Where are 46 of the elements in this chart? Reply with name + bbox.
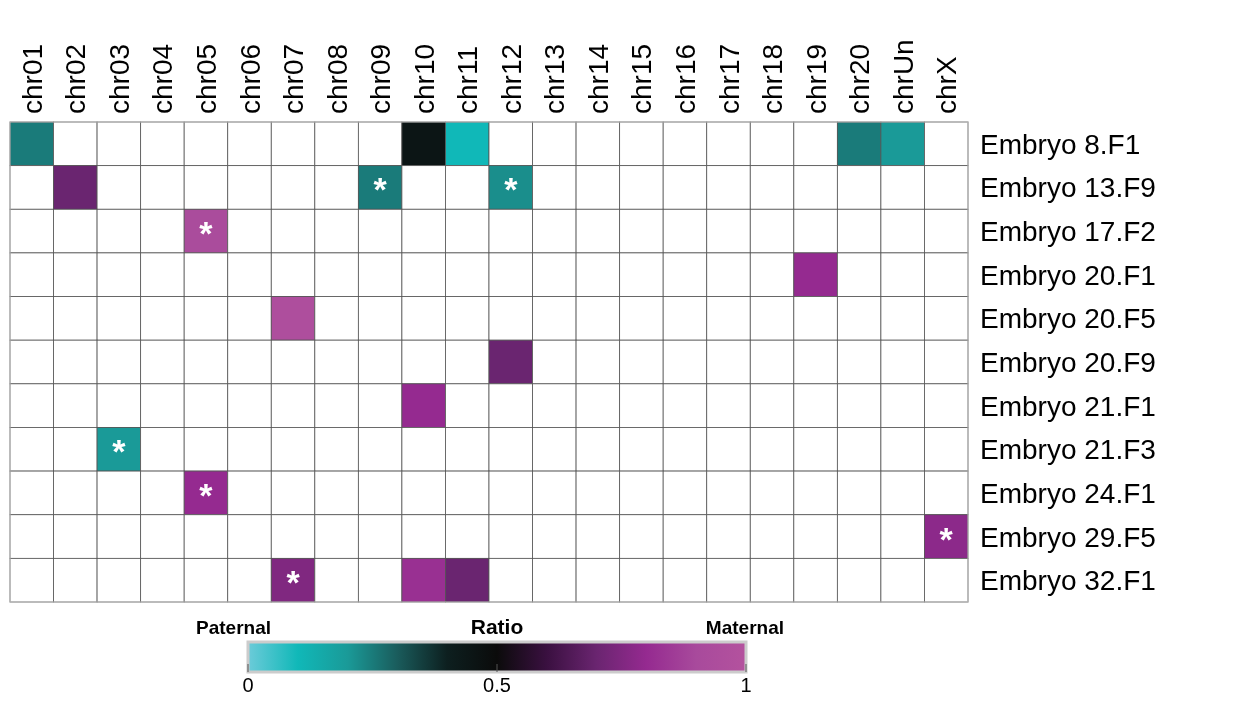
text: Paternal xyxy=(196,617,271,638)
x-tick-label: chr07 xyxy=(278,43,310,114)
x-tick-label: chr19 xyxy=(800,43,832,114)
y-tick-label: Embryo 29.F5 xyxy=(980,521,1156,553)
x-tick-label: chr06 xyxy=(234,43,266,114)
x-tick-label: chrUn xyxy=(887,39,919,114)
color-bar-label: 1 xyxy=(740,674,752,696)
color-bar-label: 0.5 xyxy=(483,674,511,696)
data-label: * xyxy=(939,519,954,558)
y-tick-label: Embryo 32.F1 xyxy=(980,565,1156,597)
x-tick-label: chr12 xyxy=(495,43,527,114)
data-label: * xyxy=(112,432,127,471)
x-tick-label: chr05 xyxy=(190,43,222,114)
y-tick-label: Embryo 24.F1 xyxy=(980,477,1156,509)
y-tick-label: Embryo 20.F9 xyxy=(980,347,1156,378)
y-tick-label: Embryo 8.F1 xyxy=(980,128,1141,160)
x-tick-label: chr18 xyxy=(757,43,789,114)
x-tick-label: chr14 xyxy=(582,43,614,114)
data-label: * xyxy=(199,214,214,253)
text: Maternal xyxy=(705,617,784,638)
y-tick-label: Embryo 17.F2 xyxy=(980,216,1156,248)
x-tick-label: chr03 xyxy=(103,43,135,114)
color-bar-label: 0 xyxy=(242,674,254,696)
data-label: * xyxy=(373,170,388,209)
x-tick-label: chr09 xyxy=(365,43,397,114)
x-tick-label: chr08 xyxy=(321,43,353,114)
data-label: * xyxy=(199,475,214,514)
y-tick-label: Embryo 13.F9 xyxy=(980,172,1156,204)
x-tick-label: chr20 xyxy=(844,43,876,114)
x-tick-label: chr01 xyxy=(16,43,48,114)
data-label: * xyxy=(504,170,519,209)
x-tick-label: chr10 xyxy=(408,43,440,114)
x-tick-label: chr15 xyxy=(626,43,658,114)
x-tick-label: chrX xyxy=(931,56,963,114)
x-tick-label: chr13 xyxy=(539,43,571,114)
color-bar-title: Ratio xyxy=(470,615,524,638)
data-label: * xyxy=(286,563,301,602)
x-tick-label: chr17 xyxy=(713,43,745,114)
x-tick-label: chr11 xyxy=(452,46,484,114)
x-tick-label: chr16 xyxy=(669,43,701,114)
y-tick-label: Embryo 21.F1 xyxy=(980,390,1156,422)
y-tick-label: Embryo 20.F1 xyxy=(980,259,1156,291)
y-tick-label: Embryo 20.F5 xyxy=(980,303,1156,335)
x-tick-label: chr04 xyxy=(147,43,179,114)
y-tick-label: Embryo 21.F3 xyxy=(980,434,1156,466)
x-tick-label: chr02 xyxy=(60,43,92,114)
